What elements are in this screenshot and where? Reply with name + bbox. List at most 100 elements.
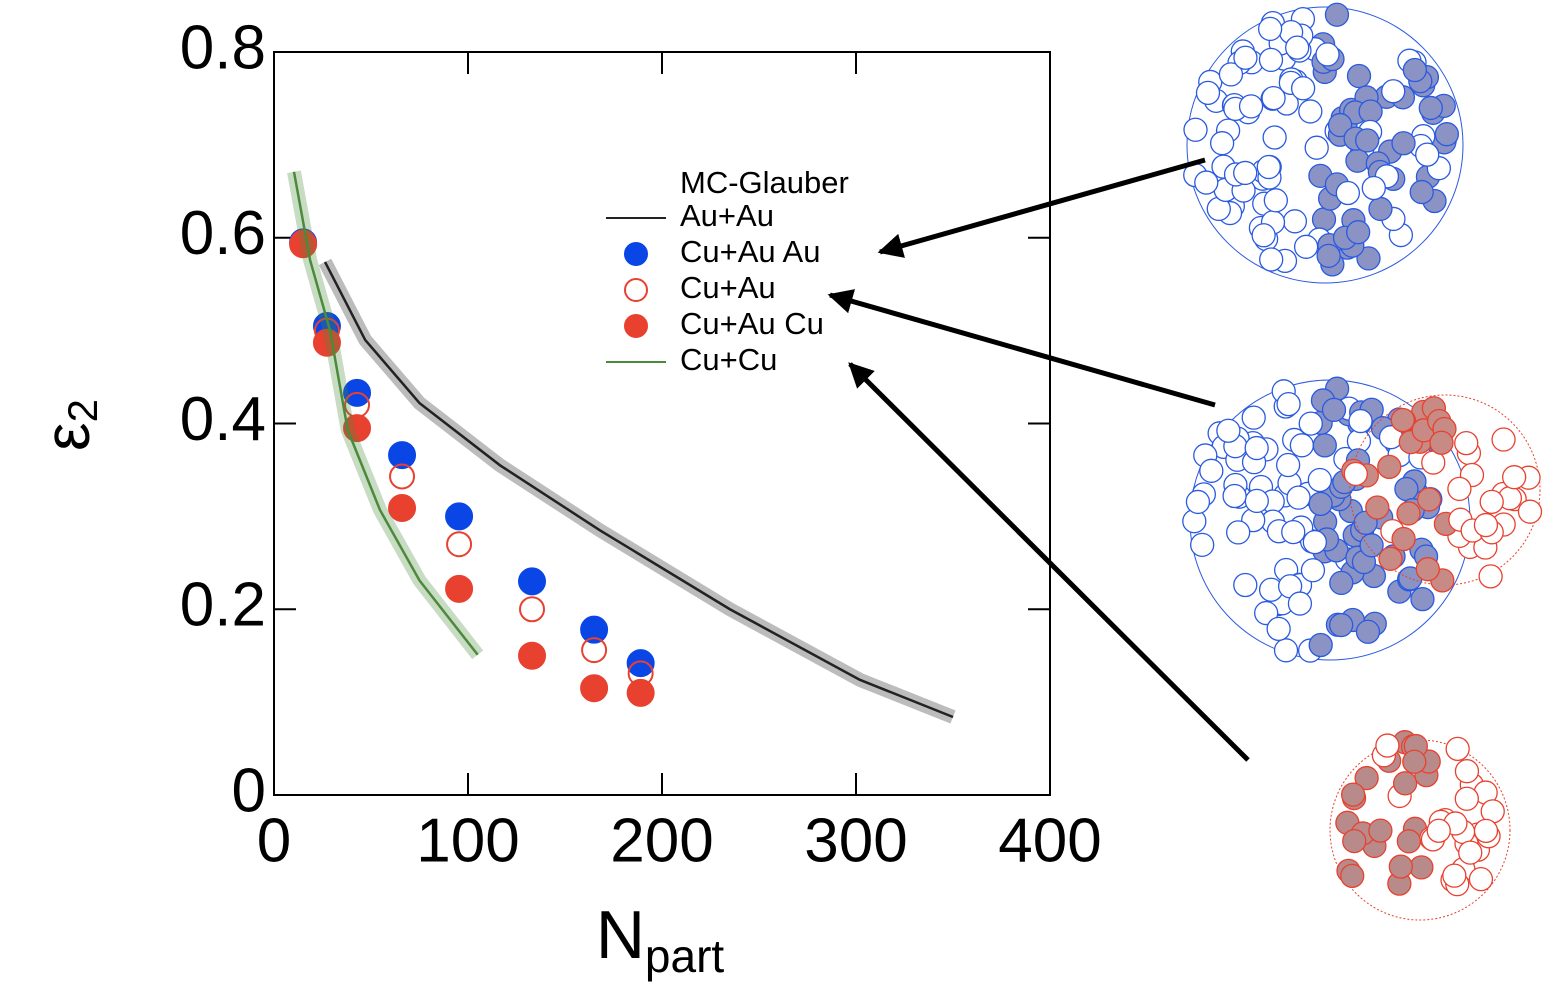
nucleon [1287,591,1313,616]
open-marker [446,531,473,558]
legend-swatch [624,278,648,302]
marker [626,649,655,678]
nucleon [1241,405,1266,430]
nucleon [1258,47,1284,73]
y-tick-label: 0.2 [180,571,266,640]
nucleon [1394,476,1419,502]
nucleon [1479,489,1504,515]
x-tick-label: 300 [804,806,907,875]
nucleon [1244,488,1269,514]
arrows [827,157,1250,762]
nucleon [1185,489,1211,515]
nucleon [1454,430,1479,456]
line [292,171,479,656]
nucleon [1365,495,1390,520]
nucleon [1415,557,1440,582]
legend-label: Cu+Au Au [680,234,820,269]
open-marker [519,596,546,623]
x-tick-label: 100 [416,806,519,875]
legend-title: MC-Glauber [680,165,849,200]
nucleon [1281,519,1306,545]
nucleon [1194,170,1219,195]
x-tick-label: 0 [257,806,291,875]
nucleon [1410,586,1435,612]
nucleon [1473,512,1499,538]
marker [518,567,547,596]
nucleon [1259,247,1284,272]
nucleon [1346,220,1371,245]
nucleon [1388,854,1413,879]
nucleon [1355,619,1381,644]
nucleon [1346,63,1372,89]
nucleon [1381,79,1406,104]
nucleon [1340,863,1365,889]
nucleon [1226,520,1251,545]
legend-swatch [624,314,648,338]
nucleon [1416,487,1442,512]
nucleon [1348,408,1373,434]
nucleon [1343,461,1368,487]
nucleon [1308,632,1333,658]
nucleon [1368,818,1393,843]
plot-frame [273,51,1051,796]
legend-label: Cu+Au [680,270,776,305]
nucleon [1290,76,1316,101]
marker [445,502,474,531]
nucleon [1238,94,1264,119]
nucleon [1458,840,1483,865]
nucleon [1402,749,1427,774]
nucleon [1517,499,1543,524]
nucleon [1316,243,1341,268]
nucleon [1426,818,1451,843]
nucleon [1409,179,1434,205]
nucleon [1286,485,1311,510]
nucleon [1285,35,1310,60]
y-tick-label: 0.4 [180,385,266,454]
nucleon [1342,828,1367,854]
marker [626,678,655,707]
x-axis-label: Npart [596,897,725,982]
y-tick-label: 0.6 [180,199,266,268]
x-tick-label: 400 [998,806,1101,875]
nucleon [1454,786,1479,811]
nucleon [1354,765,1379,791]
nucleon [1282,209,1308,234]
nucleon [1308,491,1333,517]
legend-swatch [624,242,648,266]
nucleon [1324,2,1350,27]
nucleon [1298,99,1323,124]
nucleon [1190,532,1215,557]
nucleon [1445,736,1470,762]
nucleon [1257,16,1283,42]
y-tick-label: 0 [232,756,266,825]
nucleon [1304,135,1329,160]
nucleon [1329,570,1354,596]
y-axis-label: ε2 [31,399,106,451]
nucleon [1502,465,1527,490]
nucleon [1311,207,1337,232]
nucleon [1415,142,1440,167]
legend-label: Cu+Cu [680,342,777,377]
nucleon [1402,57,1427,83]
nucleon [1418,95,1443,121]
nucleon [1321,397,1347,423]
nucleon [1377,454,1402,480]
nucleon [1199,458,1224,483]
nucleon [1275,452,1301,478]
nucleon [1307,467,1332,493]
nucleon [1233,45,1258,70]
nucleon [1327,112,1353,138]
nucleon [1491,427,1516,452]
legend-label: Cu+Au Cu [680,306,824,341]
nucleon [1262,125,1287,150]
nucleon [1195,80,1221,106]
nucleon [1315,42,1340,67]
nucleon [1355,128,1380,153]
nucleon [1468,867,1494,892]
nucleon [1358,99,1383,124]
nucleon [1289,433,1315,458]
nucleon [1276,391,1301,417]
nucleon [1222,483,1247,509]
nucleon [1409,855,1434,880]
